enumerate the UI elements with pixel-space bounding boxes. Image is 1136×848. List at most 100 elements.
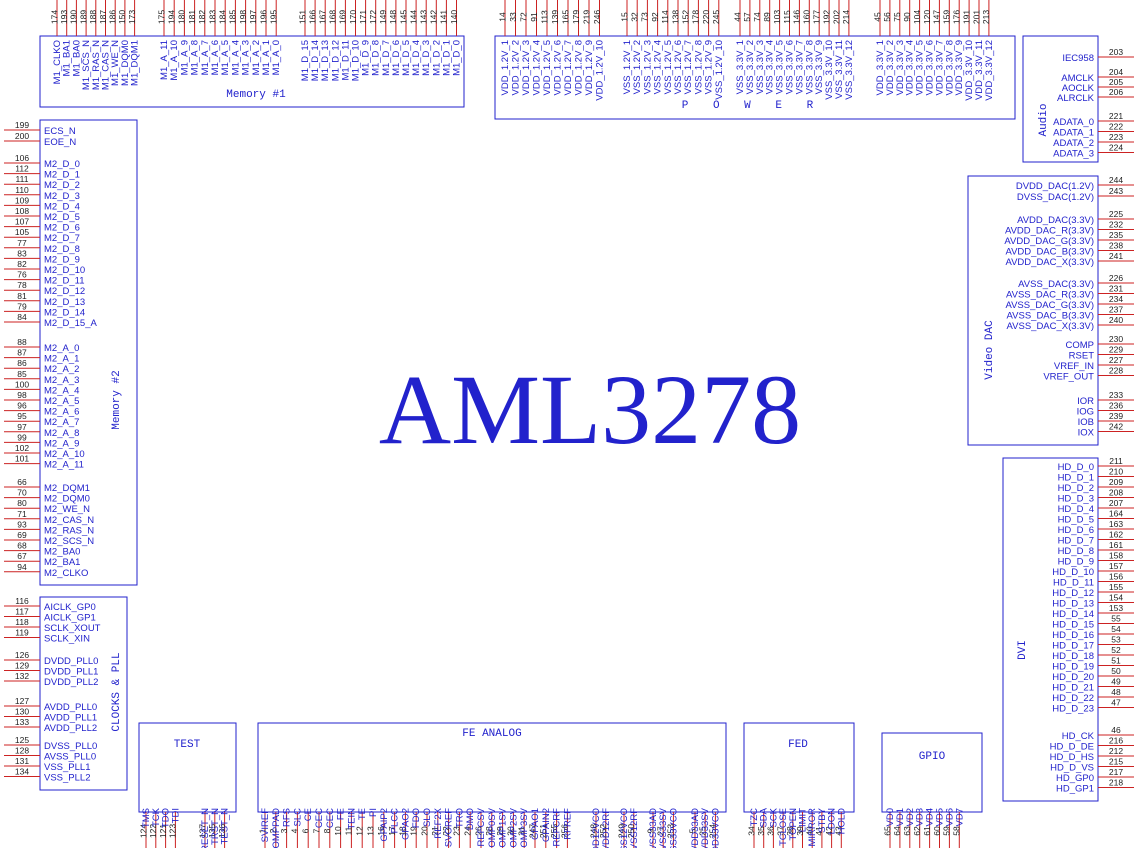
dvi-pin-label: HD_CK [1062,731,1095,742]
dvi-pin-label: HD_D_14 [1052,609,1094,620]
gpio-pin-label: VD1 [895,808,906,826]
dvi-pin-number: 53 [1111,635,1121,645]
power-box [494,35,1016,120]
power-pin-number: 146 [792,10,802,24]
test-pin-number: 121 [158,824,168,838]
memory2-pin-number: 78 [17,280,27,290]
video-dac-pin-label: AVSS_DAC_G(3.3V) [1005,300,1094,311]
audio-pin-number: 223 [1109,132,1123,142]
memory1-pin-label: M1_A_4 [230,40,241,75]
memory2-pin-label: ECS_N [44,126,76,137]
fe-analog-pin-number: 250 [626,824,636,838]
dvi-pin-label: HD_D_6 [1058,525,1094,536]
dvi-title: DVI [1017,640,1029,660]
memory1-pin-label: M1_D_13 [320,40,331,81]
fe-analog-pin-number: 6 [300,828,310,833]
clocks-pin-label: AVDD_PLL1 [44,713,97,724]
power-pin-label: VDD_1.2V_6 [553,40,564,95]
gpio-pin-number: 59 [942,826,952,836]
memory2-pin-label: M2_D_9 [44,254,80,265]
power-pin-number: 179 [571,10,581,24]
fed-pin-number: 37 [775,826,785,836]
power-pin-label: VSS_1.2V_6 [673,40,684,94]
gpio-pin-number: 58 [952,826,962,836]
clocks-pin-number: 132 [15,671,29,681]
chip-name: AML3278 [378,354,802,465]
memory2-pin-number: 79 [17,301,27,311]
memory1-pin-label: M1_DQM0 [120,40,131,86]
audio-pin-label: AOCLK [1062,83,1095,94]
power-pin-label: VDD_3.3V_6 [925,40,936,95]
dvi-pin-label: HD_D_8 [1058,546,1094,557]
power-pin-number: 177 [811,10,821,24]
fed-pin-number: 42 [824,826,834,836]
test-pin-label: TDO [161,808,172,828]
dvi-pin-label: HD_D_22 [1052,693,1094,704]
power-pin-number: 159 [942,10,952,24]
power-pin-label: VSS_1.2V_5 [663,40,674,94]
fe-analog-pin-number: 254 [708,824,718,838]
fed-pin-label: TZC [749,808,760,827]
fe-analog-pin-number: 252 [598,824,608,838]
memory1-pin-label: M1_SCS_N [81,40,92,90]
fe-analog-pin-number: 22 [441,826,451,836]
fe-analog-pin-label: CE [303,808,314,821]
memory2-pin-number: 112 [15,164,29,174]
power-pin-label: VSS_3.3V_2 [745,40,756,94]
fe-analog-pin-label: AVDD33VCO [710,808,721,848]
memory2-pin-label: M2_A_10 [44,449,85,460]
memory1-pin-number: 145 [398,10,408,24]
fed-pin-number: 40 [804,826,814,836]
fe-analog-pin-label: AVDD12RF [601,808,612,848]
memory2-pin-number: 83 [17,248,27,258]
dvi-pin-number: 161 [1109,540,1123,550]
memory2-pin-number: 95 [17,411,27,421]
fe-analog-pin-label: TE [357,808,368,820]
memory2-pin-number: 99 [17,432,27,442]
fe-analog-pin-label: SLC [292,808,303,827]
clocks-pin-label: AICLK_GP0 [44,602,96,613]
test-pin-label: TCK [151,807,162,827]
fe-analog-pin-number: 19 [408,826,418,836]
memory1-pin-label: M1_D_9 [361,40,372,76]
memory1-title: Memory #1 [226,89,286,101]
memory1-pin-label: M1_A_0 [271,40,282,75]
video-dac-pin-number: 242 [1109,422,1123,432]
power-pin-number: 113 [539,10,549,24]
power-pin-number: 214 [841,10,851,24]
power-pin-label: VSS_1.2V_7 [683,40,694,94]
clocks-pin-number: 131 [15,756,29,766]
video-dac-pin-label: VREF_IN [1054,361,1094,372]
memory2-pin-label: M2_A_11 [44,460,84,471]
video-dac-pin-number: 239 [1109,411,1123,421]
fe-analog-pin-number: 23 [452,826,462,836]
memory2-pin-number: 86 [17,358,27,368]
memory1-pin-label: M1_A_3 [241,40,252,75]
clocks-pin-label: VSS_PLL2 [44,773,90,784]
gpio-pin-label: VD7 [954,808,965,826]
gpio-pin-label: VD6 [944,808,955,826]
memory2-pin-label: M2_D_1 [44,170,80,181]
fe-analog-pin-number: 30 [506,826,516,836]
dvi-pin-label: HD_GP1 [1056,784,1094,795]
video-dac-pin-number: 241 [1109,251,1123,261]
dvi-pin-number: 49 [1111,677,1121,687]
fe-analog-pin-number: 29 [495,826,505,836]
clocks-pin-number: 130 [15,707,29,717]
memory1-pin-label: M1_D_2 [431,40,442,76]
dvi-pin-label: HD_D_15 [1052,620,1094,631]
memory2-pin-label: M2_A_4 [44,385,79,396]
dvi-pin-number: 54 [1111,624,1121,634]
power-pin-number: 72 [518,12,528,22]
dvi-pin-label: HD_D_2 [1058,483,1094,494]
dvi-box [1002,457,1099,802]
fed-pin-label: MIRROR [807,808,818,847]
dvi-pin-label: HD_D_9 [1058,557,1094,568]
fe-analog-title: FE ANALOG [462,728,521,740]
dvi-pin-number: 162 [1109,530,1123,540]
dvi-pin-number: 217 [1109,767,1123,777]
fe-analog-pin-number: 256 [560,824,570,838]
clocks-title: CLOCKS & PLL [111,652,123,731]
memory1-pin-label: M1_A_1 [261,40,272,75]
memory2-pin-label: M2_D_12 [44,286,85,297]
